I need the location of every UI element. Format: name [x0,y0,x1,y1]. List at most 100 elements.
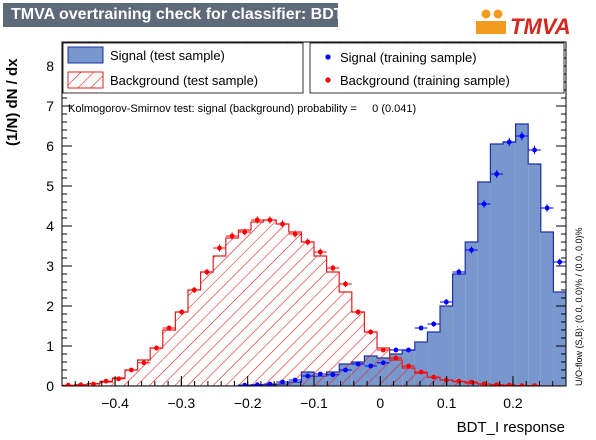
background-train-points-point [506,382,512,386]
background-train-points-point [343,281,348,287]
background-train-points-point [519,383,525,386]
signal-train-points-point [418,325,424,331]
background-train-points-point [128,367,134,373]
background-train-points-point [292,231,298,237]
signal-train-points-point [343,367,348,373]
signal-train-points-point [242,382,248,386]
background-test-hist-bar [150,348,163,386]
background-train-points-point [204,269,210,275]
background-test-hist-bar [414,373,428,386]
background-train-points-point [267,217,273,223]
background-test-hist-bar [301,242,314,386]
background-test-hist-bar [238,230,251,386]
signal-train-points-point [267,381,273,386]
x-tick-label: 0.2 [503,395,523,411]
signal-train-points-point [494,171,500,177]
background-test-hist-bar [314,256,327,386]
signal-train-points [238,131,566,386]
background-train-points-point [141,360,147,366]
background-train-points-point [242,229,248,235]
signal-test-hist-bar [540,232,554,386]
y-tick-label: 3 [46,258,54,274]
background-train-points-point [305,239,311,245]
x-axis-label: BDT_I response [457,419,565,436]
signal-train-points-point [280,379,285,385]
background-train-points-point [317,249,323,255]
background-test-hist [62,219,566,386]
legend-swatch-signal-test [67,46,104,64]
background-test-hist-bar [99,382,113,386]
signal-test-hist-bar [440,306,453,386]
signal-test-hist-bar [503,142,516,386]
background-train-points-point [456,378,462,384]
logo-text: TMVA [510,14,571,39]
signal-test-hist-bar [528,164,541,386]
background-train-points-point [393,355,399,361]
y-tick-label: 2 [46,298,54,314]
overflow-text: U/O-flow (S,B): (0.0, 0.0)% / (0.0, 0.0)… [574,227,584,386]
logo-bar [476,21,506,34]
signal-test-hist-bar [452,274,466,386]
background-train-points-point [103,378,109,384]
background-train-points-point [116,376,122,382]
legend-label-background-train: Background (training sample) [340,73,510,88]
x-tick-label: −0.2 [234,395,262,411]
y-tick-label: 7 [46,98,54,114]
background-test-hist-bar [389,360,403,386]
signal-train-points-point [254,382,260,386]
signal-train-points-point [330,372,336,378]
logo-dot-1 [481,9,491,19]
signal-train-points-point [506,139,512,145]
x-tick-label: −0.1 [300,395,328,411]
background-train-points-point [217,245,222,251]
background-test-hist-bar [137,360,151,386]
background-train-points-point [330,265,336,271]
background-test-hist-bar [225,238,239,386]
y-tick-label: 8 [46,58,54,74]
signal-train-points-point [481,201,487,207]
background-train-points-point [78,382,84,386]
background-train-points-point [380,347,386,353]
legend-marker-background-train [325,77,331,83]
signal-test-hist-bar [591,380,596,386]
background-train-points-point [229,233,235,239]
x-tick-label: −0.4 [101,395,129,411]
background-test-hist-bar [402,368,415,386]
background-test-hist-bar [351,312,365,386]
legend-marker-signal-train [325,54,331,60]
background-test-hist-bar [213,256,226,386]
y-tick-label: 1 [46,338,54,354]
signal-train-points-point [305,373,311,379]
background-train-points-point [532,383,537,386]
signal-train-points-point [557,259,563,265]
background-test-hist-bar [200,272,214,386]
background-train-points-point [355,309,361,315]
background-test-hist-bar [326,272,340,386]
signal-train-points-point [317,371,323,377]
background-test-hist-bar [288,232,302,386]
background-test-hist-bar [188,290,201,386]
background-train-points-point [368,329,374,335]
signal-test-hist-bar [427,332,440,386]
signal-test-hist-bar [490,144,503,386]
legend-label-background-test: Background (test sample) [110,73,258,88]
background-test-hist-bar [251,222,264,386]
background-train-points-point [65,382,71,386]
tmva-logo: TMVA [470,6,592,44]
signal-train-points-point [443,299,449,305]
signal-train-points-point [456,269,462,275]
background-train-points-point [418,369,424,375]
x-tick-label: 0.1 [437,395,457,411]
background-test-hist-bar [263,220,277,386]
chart-title: TMVA overtraining check for classifier: … [3,3,357,27]
signal-train-points-point [368,363,374,369]
signal-train-points-point [292,377,298,383]
y-axis-label: (1/N) dN / dx [4,58,21,146]
background-train-points-point [166,325,172,331]
background-test-hist-bar [162,330,176,386]
background-test-hist-bar [377,348,390,386]
background-test-hist-bar [452,381,466,386]
background-test-hist-bar [175,312,188,386]
background-train-points-point [179,309,185,315]
background-train-points-point [254,217,260,223]
